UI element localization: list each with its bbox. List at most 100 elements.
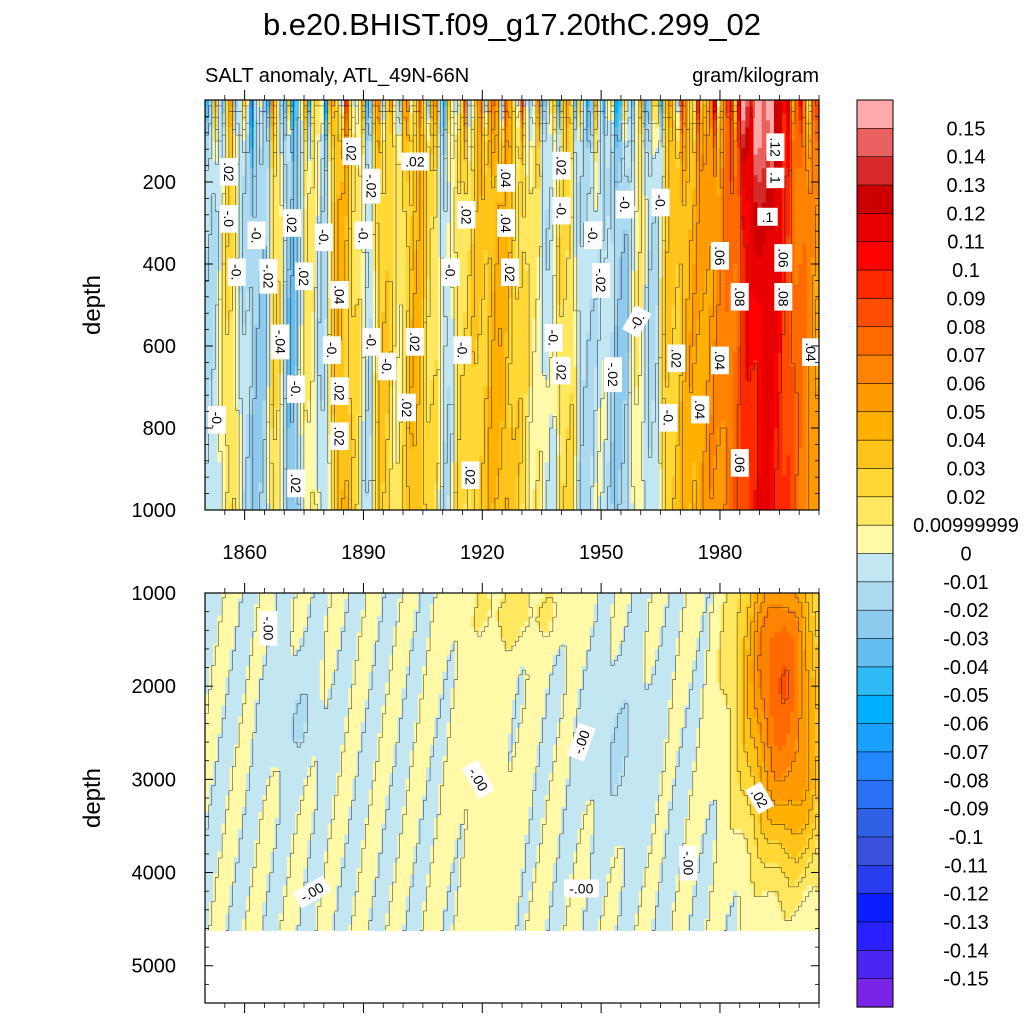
- contour-cell: [319, 291, 325, 299]
- contour-cell: [381, 106, 386, 115]
- contour-cell: [409, 127, 415, 135]
- contour-cell: [225, 393, 231, 402]
- contour-cell: [245, 298, 251, 306]
- contour-cell: [319, 100, 325, 108]
- contour-cell: [512, 387, 517, 395]
- contour-cell: [356, 503, 362, 510]
- contour-cell: [540, 168, 546, 176]
- contour-cell: [434, 455, 439, 463]
- contour-cell: [409, 482, 415, 491]
- contour-cell: [524, 441, 529, 450]
- contour-cell: [217, 475, 222, 484]
- contour-cell: [520, 352, 525, 361]
- contour-cell: [405, 209, 411, 217]
- contour-cell: [454, 195, 460, 204]
- contour-cell: [536, 270, 542, 279]
- contour-cell: [262, 393, 267, 402]
- contour-cell: [528, 298, 534, 306]
- contour-cell: [376, 120, 382, 128]
- contour-cell: [426, 147, 431, 156]
- contour-cell: [225, 366, 231, 374]
- contour-cell: [241, 455, 247, 463]
- contour-cell: [319, 393, 325, 402]
- contour-cell: [237, 455, 243, 463]
- contour-cell: [512, 455, 517, 463]
- contour-cell: [466, 380, 472, 388]
- contour-cell: [266, 352, 272, 361]
- contour-cell: [258, 469, 263, 477]
- contour-cell: [479, 147, 484, 156]
- contour-cell: [258, 154, 263, 163]
- contour-cell: [286, 141, 292, 149]
- contour-cell: [466, 270, 472, 279]
- contour-cell: [409, 503, 415, 510]
- contour-cell: [237, 298, 243, 306]
- contour-cell: [213, 434, 218, 443]
- contour-cell: [421, 202, 427, 210]
- contour-cell: [540, 359, 546, 368]
- contour-cell: [307, 366, 313, 374]
- contour-cell: [397, 106, 403, 115]
- contour-cell: [503, 325, 509, 333]
- contour-cell: [270, 305, 276, 313]
- contour-cell: [250, 503, 255, 510]
- contour-cell: [258, 448, 263, 456]
- contour-cell: [282, 455, 288, 463]
- contour-cell: [532, 346, 538, 354]
- contour-cell: [237, 387, 243, 395]
- contour-cell: [471, 100, 476, 108]
- contour-cell: [344, 346, 349, 354]
- contour-cell: [536, 387, 542, 395]
- contour-cell: [364, 455, 370, 463]
- contour-cell: [491, 147, 497, 156]
- contour-cell: [250, 168, 255, 176]
- contour-cell: [348, 482, 353, 491]
- contour-cell: [233, 352, 239, 361]
- contour-cell: [512, 100, 517, 108]
- contour-cell: [532, 325, 538, 333]
- contour-cell: [426, 257, 431, 265]
- contour-cell: [479, 448, 484, 456]
- contour-cell: [221, 147, 227, 156]
- contour-cell: [417, 359, 423, 368]
- contour-cell: [352, 380, 358, 388]
- contour-cell: [536, 223, 542, 231]
- contour-cell: [499, 469, 505, 477]
- contour-cell: [344, 202, 349, 210]
- contour-cell: [295, 496, 300, 504]
- contour-cell: [372, 270, 378, 279]
- contour-cell: [364, 366, 370, 374]
- contour-cell: [270, 216, 276, 224]
- contour-cell: [303, 448, 308, 456]
- contour-cell: [250, 257, 255, 265]
- contour-cell: [266, 455, 272, 463]
- contour-cell: [217, 113, 222, 122]
- contour-cell: [471, 503, 476, 510]
- contour-cell: [401, 455, 407, 463]
- contour-cell: [417, 229, 423, 238]
- contour-cell: [241, 311, 247, 320]
- contour-cell: [471, 346, 476, 354]
- contour-cell: [483, 243, 489, 251]
- contour-cell: [290, 175, 296, 183]
- contour-cell: [278, 250, 284, 258]
- contour-cell: [323, 482, 329, 491]
- contour-cell: [360, 434, 366, 443]
- contour-cell: [381, 175, 386, 183]
- contour-cell: [344, 448, 349, 456]
- contour-cell: [266, 387, 272, 395]
- contour-cell: [487, 380, 493, 388]
- contour-cell: [454, 475, 460, 484]
- contour-cell: [381, 428, 386, 436]
- contour-cell: [290, 243, 296, 251]
- contour-cell: [270, 393, 276, 402]
- contour-cell: [372, 482, 378, 491]
- contour-cell: [209, 216, 214, 224]
- contour-cell: [503, 250, 509, 258]
- contour-cell: [458, 400, 464, 409]
- contour-cell: [372, 216, 378, 224]
- contour-cell: [520, 291, 525, 299]
- contour-cell: [290, 236, 296, 245]
- contour-cell: [536, 332, 542, 340]
- contour-cell: [417, 475, 423, 484]
